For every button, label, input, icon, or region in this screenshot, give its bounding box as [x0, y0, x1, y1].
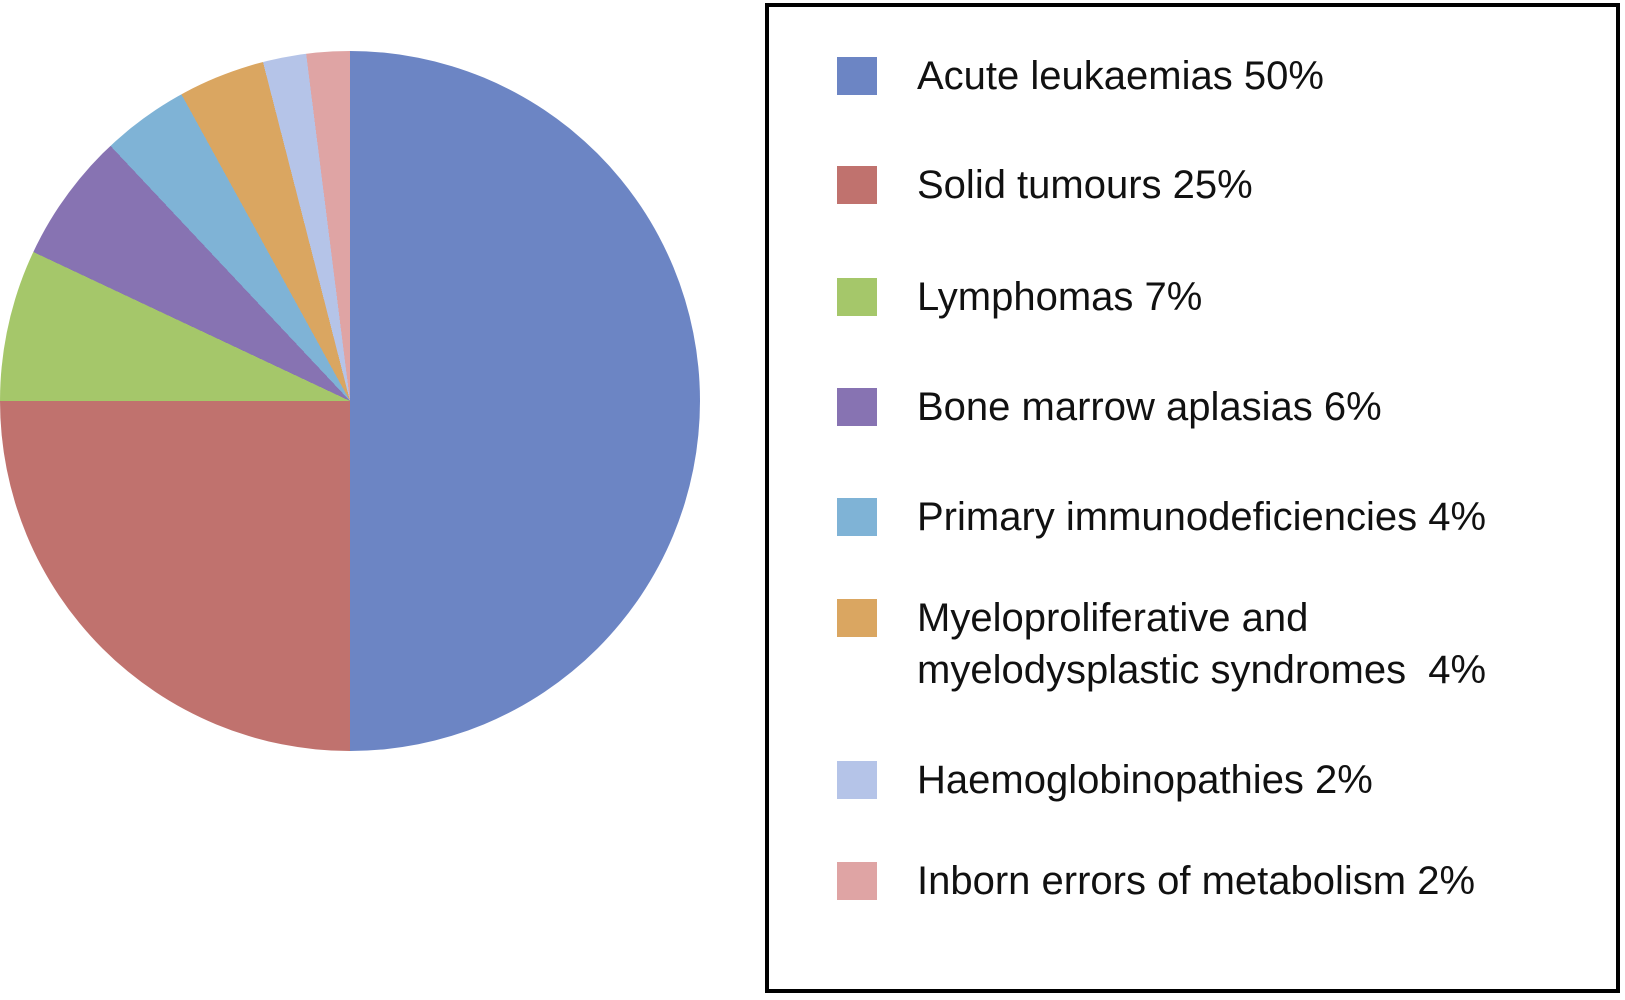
legend-label-acute-leukaemias: Acute leukaemias 50%	[917, 54, 1324, 98]
legend-label-solid-tumours: Solid tumours 25%	[917, 163, 1253, 207]
legend-swatch-myeloproliferative-myelodysplastic	[837, 599, 877, 637]
legend-label-primary-immunodeficiencies: Primary immunodeficiencies 4%	[917, 495, 1487, 539]
legend-item-solid-tumours: Solid tumours 25%	[837, 159, 1253, 211]
legend-swatch-primary-immunodeficiencies	[837, 498, 877, 536]
legend-swatch-haemoglobinopathies	[837, 761, 877, 799]
legend-swatch-solid-tumours	[837, 166, 877, 204]
legend: Acute leukaemias 50% Solid tumours 25% L…	[765, 3, 1620, 993]
legend-swatch-acute-leukaemias	[837, 57, 877, 95]
legend-item-bone-marrow-aplasias: Bone marrow aplasias 6%	[837, 381, 1382, 433]
legend-label-inborn-errors-of-metabolism: Inborn errors of metabolism 2%	[917, 859, 1476, 903]
legend-item-inborn-errors-of-metabolism: Inborn errors of metabolism 2%	[837, 855, 1475, 907]
legend-item-primary-immunodeficiencies: Primary immunodeficiencies 4%	[837, 491, 1486, 543]
legend-swatch-lymphomas	[837, 278, 877, 316]
pie-chart	[0, 51, 700, 751]
legend-item-lymphomas: Lymphomas 7%	[837, 271, 1202, 323]
legend-label-lymphomas: Lymphomas 7%	[917, 275, 1203, 319]
legend-item-haemoglobinopathies: Haemoglobinopathies 2%	[837, 754, 1373, 806]
legend-item-myeloproliferative-myelodysplastic: Myeloproliferative and myelodysplastic s…	[837, 592, 1486, 696]
legend-swatch-bone-marrow-aplasias	[837, 388, 877, 426]
legend-item-acute-leukaemias: Acute leukaemias 50%	[837, 50, 1324, 102]
legend-label-bone-marrow-aplasias: Bone marrow aplasias 6%	[917, 385, 1382, 429]
legend-swatch-inborn-errors-of-metabolism	[837, 862, 877, 900]
legend-label-myeloproliferative-myelodysplastic: Myeloproliferative and myelodysplastic s…	[917, 596, 1487, 692]
legend-label-haemoglobinopathies: Haemoglobinopathies 2%	[917, 758, 1373, 802]
